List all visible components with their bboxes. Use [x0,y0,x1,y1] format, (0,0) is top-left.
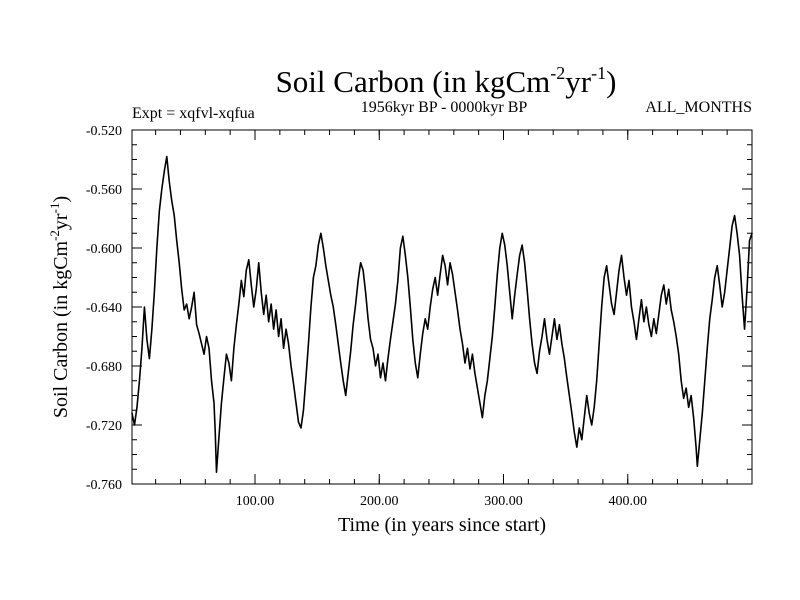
x-tick-label: 100.00 [236,494,275,509]
months-label: ALL_MONTHS [645,99,752,116]
chart-title-mid: yr [565,64,592,99]
y-axis-label: Soil Carbon (in kgCm-2yr-1) [47,196,72,418]
y-axis-label-end: ) [50,196,72,203]
y-tick-label: -0.520 [86,124,122,139]
y-tick-label: -0.640 [86,301,122,316]
y-tick-label: -0.680 [86,360,122,375]
y-axis-label-sup1: -2 [47,230,62,241]
chart-title-sup2: -1 [591,63,606,83]
y-axis-label-main: Soil Carbon (in kgCm [50,240,72,418]
y-tick-label: -0.760 [86,478,122,493]
subtitle: 1956kyr BP - 0000kyr BP [361,99,528,116]
y-tick-label: -0.600 [86,242,122,257]
chart-title: Soil Carbon (in kgCm-2yr-1) [276,63,617,99]
series-line [131,155,753,474]
series-layer [131,155,753,474]
chart-title-sup1: -2 [550,63,565,83]
y-tick-label: -0.560 [86,183,122,198]
chart-title-end: ) [606,64,616,99]
x-axis-label: Time (in years since start) [338,514,546,536]
x-tick-label: 400.00 [609,494,648,509]
x-tick-label: 200.00 [360,494,399,509]
experiment-label: Expt = xqfvl-xqfua [132,105,255,122]
y-tick-label: -0.720 [86,419,122,434]
axis-ticks: -0.520 -0.560 -0.600 -0.640 -0.680 -0.720 -0.7… [86,124,753,509]
chart-title-main: Soil Carbon (in kgCm [276,64,551,99]
y-axis-label-mid: yr [50,213,72,230]
x-tick-label: 300.00 [484,494,523,509]
y-axis-label-sup2: -1 [47,203,62,214]
